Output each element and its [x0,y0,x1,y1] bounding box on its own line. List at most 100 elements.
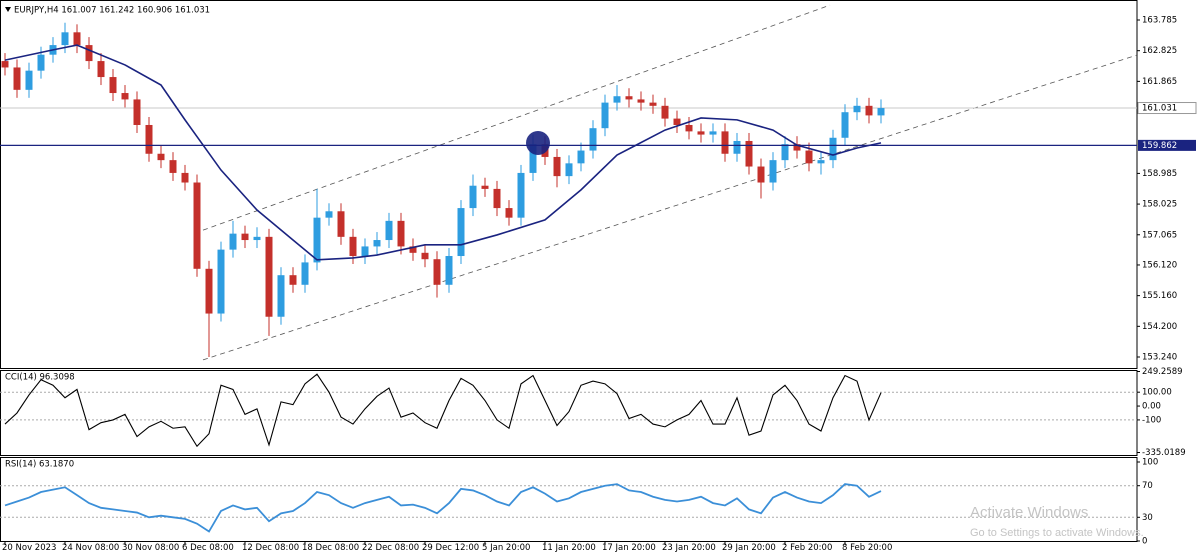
candle-body [565,163,573,177]
candle-body [13,67,21,90]
candle-body [589,128,597,151]
y-tick-label: 154.200 [1142,322,1177,332]
y-tick-label: 163.785 [1142,16,1177,26]
candle-body [769,160,777,183]
candle-body [625,96,633,100]
y-tick-label: 162.825 [1142,46,1177,56]
x-tick-label: 29 Jan 20:00 [722,543,776,553]
x-tick-label: 20 Nov 2023 [2,543,56,553]
y-tick-label: 158.025 [1142,200,1177,210]
x-tick-label: 11 Jan 20:00 [542,543,596,553]
x-tick-label: 24 Nov 08:00 [62,543,119,553]
candle-body [829,137,837,161]
candle-body [757,166,765,183]
candle-body [133,99,141,125]
x-tick-label: 6 Dec 08:00 [182,543,234,553]
x-tick-label: 22 Dec 08:00 [362,543,419,553]
panel-frames [0,0,1138,542]
y-tick-label: 100.00 [1142,388,1172,398]
candle-body [157,153,165,161]
rsi-plot [0,483,1137,533]
x-tick-label: 18 Dec 08:00 [302,543,359,553]
y-tick-label: 249.2589 [1142,367,1183,377]
indicator-line [4,483,882,533]
y-tick-label: 30 [1142,513,1153,523]
candle-body [193,182,201,269]
candle-body [301,262,309,285]
candle-body [433,259,441,285]
candle-body [841,112,849,138]
candle-body [25,70,33,90]
watermark-title: Activate Windows [970,504,1088,521]
cci-panel-frame [0,370,1138,456]
channel-line [202,4,831,231]
y-tick-label: 153.240 [1142,353,1177,363]
candle-body [613,96,621,103]
candle-body [145,124,153,154]
candle-body [169,160,177,173]
candle-body [61,32,69,46]
candle-body [481,185,489,189]
candle-body [853,105,861,113]
candle-body [373,240,381,247]
candle-body [121,93,129,100]
y-tick-label: 70 [1142,481,1153,491]
candle-body [385,220,393,241]
candle-body [1,61,9,68]
x-tick-label: 2 Feb 20:00 [782,543,832,553]
candle-body [409,246,417,253]
y-tick-label: -335.0189 [1142,448,1186,458]
candle-body [337,211,345,237]
channel-line [202,54,1137,361]
candle-body [253,236,261,241]
y-tick-label: 155.160 [1142,291,1177,301]
candle-body [361,246,369,257]
candle-body [457,208,465,257]
x-tick-label: 12 Dec 08:00 [242,543,299,553]
horizontal-line-label: 159.862 [1142,141,1177,151]
candle-body [325,211,333,218]
candle-body [397,220,405,247]
x-tick-label: 30 Nov 08:00 [122,543,179,553]
candle-body [709,131,717,135]
candle-body [517,172,525,218]
candle-body [793,144,801,151]
candle-body [37,54,45,71]
y-tick-label: -100 [1142,415,1161,425]
moving-average [4,44,882,261]
candle-body [649,102,657,106]
y-tick-label: 156.120 [1142,260,1177,270]
candle-body [109,77,117,94]
candle-body [421,252,429,260]
candle-body [313,217,321,263]
candle-body [85,45,93,62]
candle-body [445,256,453,285]
candle-body [733,140,741,154]
candle-body [97,61,105,78]
candle-body [697,131,705,135]
candle-body [721,131,729,154]
candle-body [289,275,297,285]
candle-body [673,118,681,125]
candle-body [817,160,825,164]
candle-body [577,150,585,164]
candle-body [181,172,189,183]
rsi-title: RSI(14) 63.1870 [5,460,74,470]
candle-body [493,188,501,209]
drawing-marker[interactable] [526,131,550,155]
axes: 163.785 162.825 161.865 158.985 158.025 157.0… [2,16,1197,553]
horizontal-line-tag [1138,139,1196,151]
y-tick-label: 161.865 [1142,77,1177,87]
x-tick-label: 23 Jan 20:00 [662,543,716,553]
cci-plot [0,373,1137,448]
candle-body [73,32,81,46]
x-tick-label: 8 Feb 20:00 [842,543,892,553]
candle-body [241,233,249,241]
main-plot [0,4,1137,361]
y-tick-label: 158.985 [1142,169,1177,179]
y-tick-label: 157.065 [1142,230,1177,240]
watermark-subtitle: Go to Settings to activate Windows. [970,527,1144,539]
chart-header: EURJPY,H4 161.007 161.242 160.906 161.03… [14,6,210,16]
symbol-menu-icon[interactable] [5,7,11,12]
